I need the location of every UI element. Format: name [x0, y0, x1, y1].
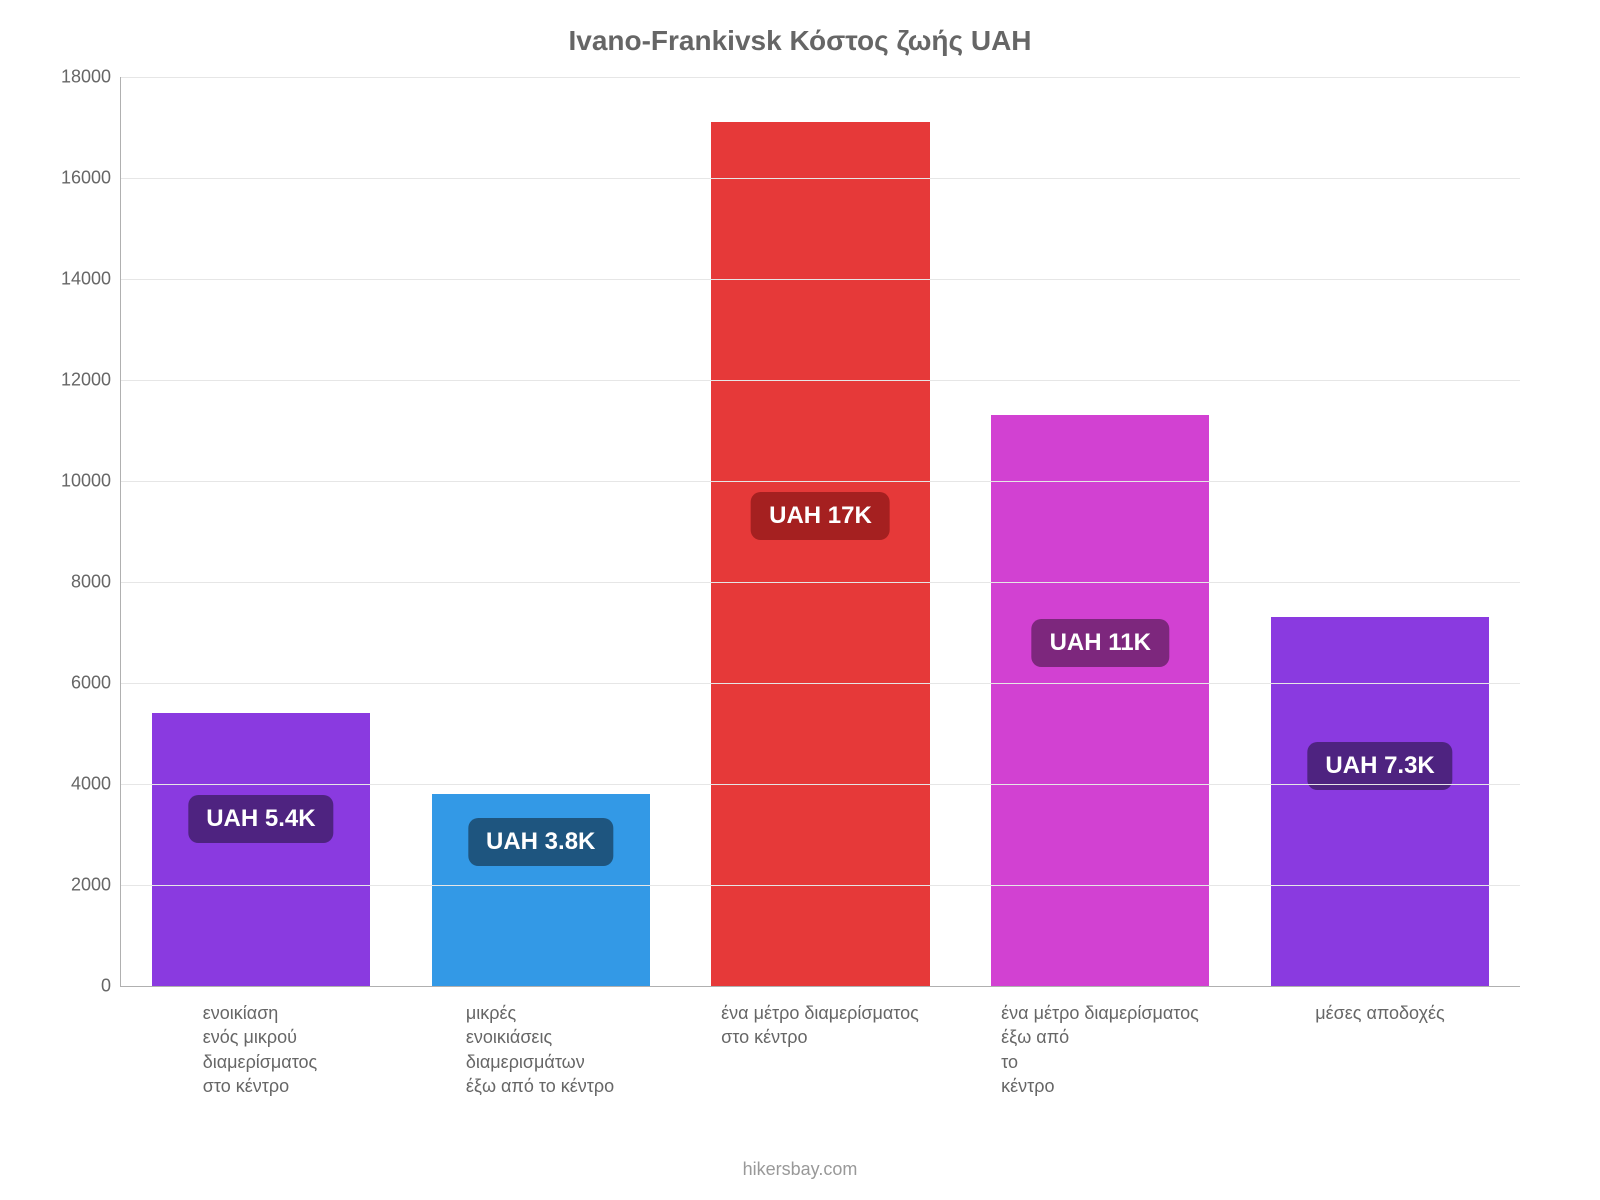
chart-title: Ivano-Frankivsk Κόστος ζωής UAH	[40, 25, 1560, 57]
bars-row: UAH 5.4K UAH 3.8K UAH 17K UAH 11K UAH 7.3K	[121, 77, 1520, 986]
x-axis-label: μικρέςενοικιάσειςδιαμερισμάτωνέξω από το…	[466, 1001, 614, 1098]
x-axis-label: μέσες αποδοχές	[1315, 1001, 1444, 1098]
y-tick-label: 6000	[71, 672, 121, 693]
x-axis-label: ενοικίασηενός μικρούδιαμερίσματοςστο κέν…	[203, 1001, 318, 1098]
value-badge: UAH 5.4K	[188, 795, 333, 843]
y-tick-label: 2000	[71, 875, 121, 896]
bar	[711, 122, 929, 986]
x-label-slot: ένα μέτρο διαμερίσματοςέξω απότοκέντρο	[960, 1001, 1240, 1098]
y-tick-label: 4000	[71, 774, 121, 795]
y-tick-label: 12000	[61, 369, 121, 390]
plot-area: UAH 5.4KUAH 3.8KUAH 17KUAH 11KUAH 7.3K 0…	[120, 77, 1520, 987]
y-tick-label: 18000	[61, 67, 121, 88]
value-badge: UAH 11K	[1032, 619, 1169, 667]
grid-line	[121, 380, 1520, 381]
bar-slot: UAH 7.3K	[1240, 77, 1520, 986]
x-axis-label: ένα μέτρο διαμερίσματοςέξω απότοκέντρο	[1001, 1001, 1199, 1098]
grid-line	[121, 279, 1520, 280]
chart-container: Ivano-Frankivsk Κόστος ζωής UAH UAH 5.4K…	[0, 0, 1600, 1200]
y-tick-label: 16000	[61, 168, 121, 189]
y-tick-label: 10000	[61, 471, 121, 492]
x-label-slot: ενοικίασηενός μικρούδιαμερίσματοςστο κέν…	[120, 1001, 400, 1098]
bar-slot: UAH 5.4K	[121, 77, 401, 986]
x-label-slot: μέσες αποδοχές	[1240, 1001, 1520, 1098]
bar	[1271, 617, 1489, 986]
bar	[152, 713, 370, 986]
y-tick-label: 0	[101, 976, 121, 997]
grid-line	[121, 481, 1520, 482]
x-label-slot: ένα μέτρο διαμερίσματοςστο κέντρο	[680, 1001, 960, 1098]
bar	[991, 415, 1209, 986]
grid-line	[121, 683, 1520, 684]
y-tick-label: 8000	[71, 572, 121, 593]
grid-line	[121, 77, 1520, 78]
credit-text: hikersbay.com	[0, 1159, 1600, 1180]
x-axis-label: ένα μέτρο διαμερίσματοςστο κέντρο	[721, 1001, 919, 1098]
grid-line	[121, 178, 1520, 179]
grid-line	[121, 885, 1520, 886]
value-badge: UAH 3.8K	[468, 818, 613, 866]
x-label-slot: μικρέςενοικιάσειςδιαμερισμάτωνέξω από το…	[400, 1001, 680, 1098]
grid-line	[121, 784, 1520, 785]
y-tick-label: 14000	[61, 269, 121, 290]
bar-slot: UAH 17K	[681, 77, 961, 986]
value-badge: UAH 17K	[751, 492, 890, 540]
bar-slot: UAH 3.8K	[401, 77, 681, 986]
grid-line	[121, 582, 1520, 583]
bar-slot: UAH 11K	[960, 77, 1240, 986]
x-axis-labels: ενοικίασηενός μικρούδιαμερίσματοςστο κέν…	[120, 1001, 1520, 1098]
